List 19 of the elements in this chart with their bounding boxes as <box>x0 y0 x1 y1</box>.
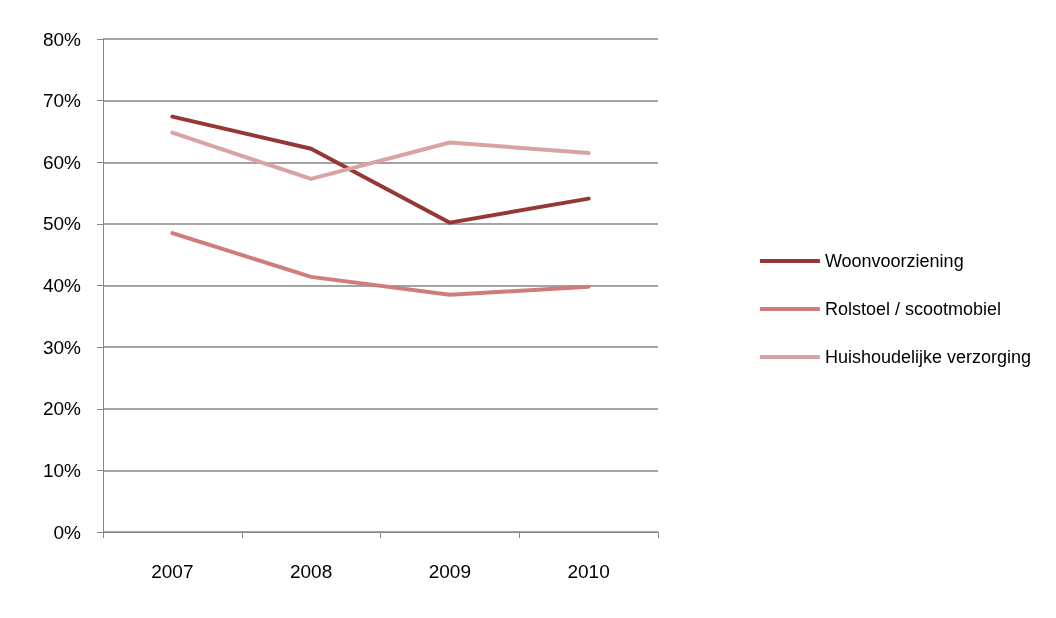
x-tick-label: 2007 <box>151 561 194 582</box>
y-tick-label: 10% <box>42 459 82 481</box>
legend-label: Huishoudelijke verzorging <box>824 347 1032 367</box>
y-tick-label: 20% <box>42 398 82 420</box>
y-tick-label: 80% <box>42 28 82 50</box>
line-series <box>170 114 591 225</box>
y-tick-label: 60% <box>42 151 82 173</box>
y-tick-label: 40% <box>42 275 82 296</box>
x-tick-label: 2009 <box>428 561 472 582</box>
y-tick-label: 50% <box>42 213 82 235</box>
y-tick-label: 30% <box>42 336 82 358</box>
line-series <box>170 130 591 181</box>
legend-label: Rolstoel / scootmobiel <box>824 299 1001 319</box>
y-tick-label: 0% <box>53 521 82 543</box>
line-series <box>170 231 591 297</box>
y-tick-label: 70% <box>42 90 82 112</box>
x-tick-label: 2008 <box>289 561 333 582</box>
legend-label: Woonvoorziening <box>824 251 964 271</box>
x-tick-label: 2010 <box>567 561 610 582</box>
